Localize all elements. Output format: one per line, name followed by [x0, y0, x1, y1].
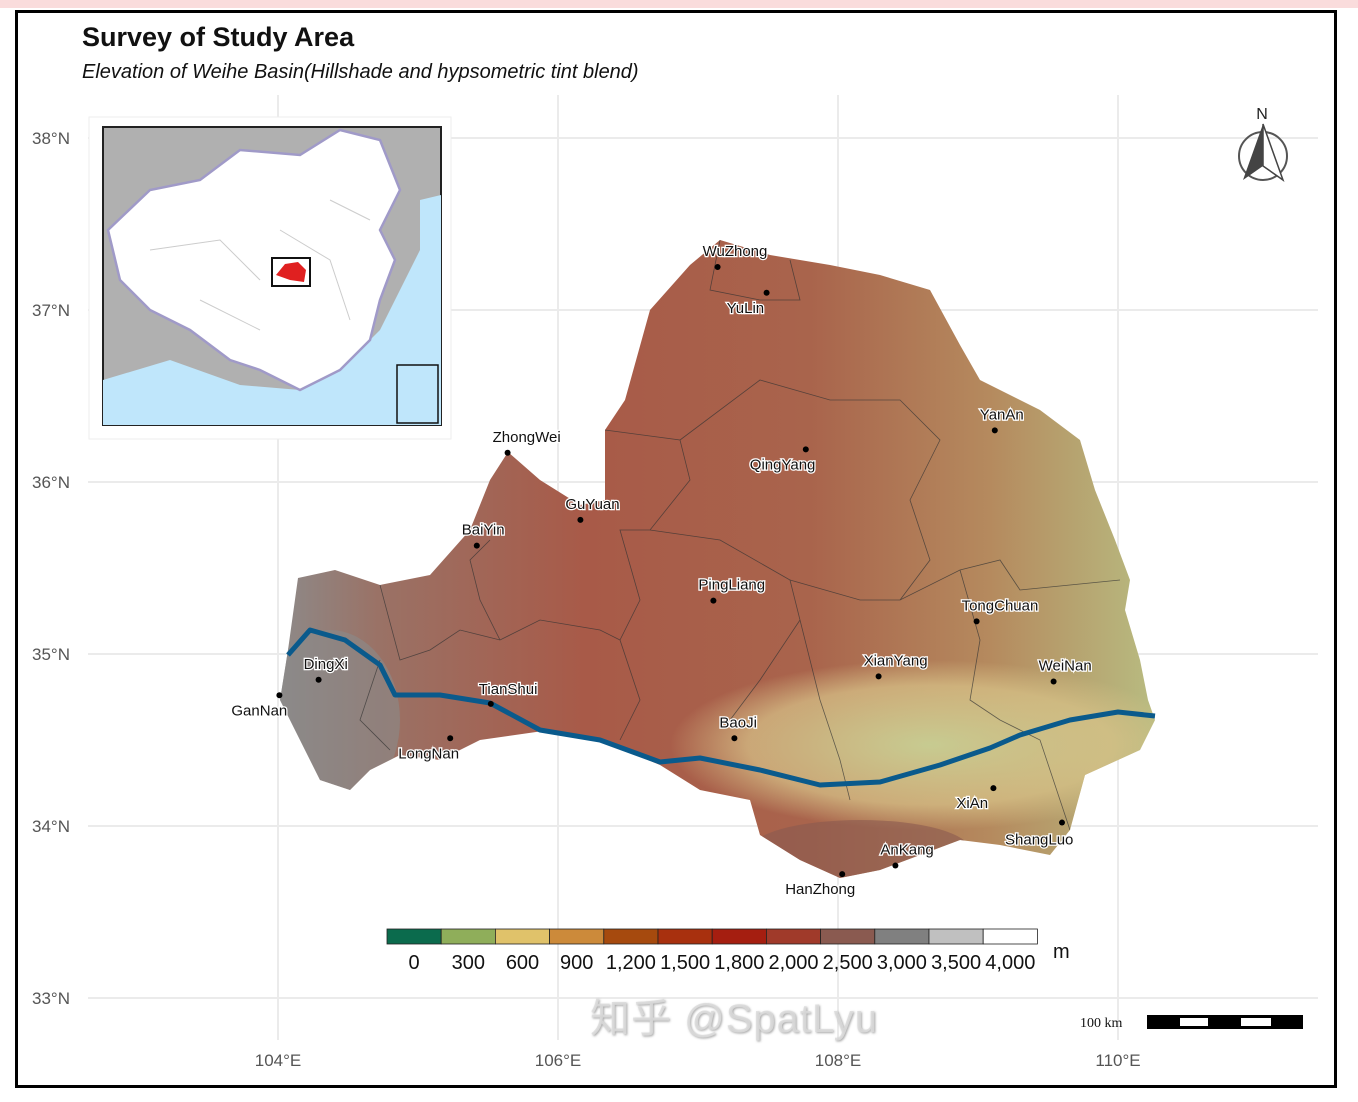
admin-boundaries — [359, 240, 1121, 831]
city-label: PingLiang — [698, 577, 765, 594]
legend-swatch — [386, 928, 442, 945]
lon-tick-label: 110°E — [1095, 1051, 1140, 1070]
city-point — [973, 618, 980, 625]
elevation-legend: 0 300 600 900 1,200 1,500 1,800 2,000 2,500 3,000… — [386, 928, 1070, 974]
city-label: YuLin — [727, 300, 765, 317]
lon-tick-label: 104°E — [255, 1051, 302, 1070]
city-point — [763, 289, 770, 296]
city-point — [473, 542, 480, 549]
map-title: Survey of Study Area — [82, 22, 355, 52]
lon-tick-label: 106°E — [535, 1051, 582, 1070]
city-label: AnKang — [880, 842, 933, 859]
legend-break-label: 2,000 — [768, 952, 818, 974]
legend-swatch — [874, 928, 930, 945]
city-label: LongNan — [398, 745, 459, 762]
city-label: TongChuan — [962, 597, 1039, 614]
city-point — [315, 676, 322, 683]
city-point — [875, 673, 882, 680]
city-label: BaoJi — [719, 714, 757, 731]
city-point — [1059, 819, 1065, 826]
legend-swatch — [657, 928, 713, 945]
legend-swatch — [820, 928, 876, 945]
legend-break-label: 1,500 — [660, 952, 710, 974]
legend-break-label: 900 — [560, 952, 593, 974]
city-point — [802, 446, 809, 453]
city-point — [504, 449, 511, 456]
city-point — [487, 700, 494, 707]
scale-bar: 100 km — [1080, 1015, 1303, 1031]
lat-tick-label: 37°N — [32, 301, 70, 320]
lat-tick-label: 36°N — [32, 473, 70, 492]
city-label: DingXi — [304, 656, 348, 673]
city-label: QingYang — [750, 456, 816, 473]
legend-break-label: 3,500 — [931, 952, 981, 974]
legend-swatch — [549, 928, 605, 945]
city-label: TianShui — [479, 681, 538, 698]
city-label: HanZhong — [785, 881, 855, 898]
lat-tick-label: 38°N — [32, 129, 70, 148]
city-label: XianYang — [864, 652, 928, 669]
city-point — [990, 785, 997, 792]
city-label: WuZhong — [703, 243, 768, 260]
legend-swatch — [494, 928, 550, 945]
city-point — [714, 264, 721, 270]
inset-study-area — [276, 262, 306, 282]
city-label: BaiYin — [462, 522, 505, 539]
legend-swatch — [766, 928, 822, 945]
city-layer: WuZhong YuLin YanAn QingYang ZhongWei GuYuan B… — [230, 242, 1093, 900]
city-label: XiAn — [956, 795, 988, 812]
city-label: ShangLuo — [1005, 832, 1073, 849]
legend-swatch — [603, 928, 659, 945]
north-arrow: N — [1238, 106, 1288, 182]
legend-break-label: 600 — [506, 952, 539, 974]
city-label: ZhongWei — [493, 429, 561, 446]
legend-break-label: 300 — [452, 952, 485, 974]
city-point — [892, 862, 899, 869]
legend-break-label: 4,000 — [985, 952, 1035, 974]
legend-unit: m — [1053, 941, 1070, 963]
city-point — [731, 735, 738, 742]
weihe-river — [286, 627, 1156, 788]
city-label: GanNan — [231, 702, 287, 719]
city-label: YanAn — [980, 406, 1024, 423]
watermark: 知乎 @SpatLyu — [590, 997, 879, 1041]
lat-tick-label: 33°N — [32, 989, 70, 1008]
axis-labels: 104°E 106°E 108°E 110°E 38°N 37°N 36°N 35°N 34°N… — [32, 129, 1141, 1070]
city-label: WeiNan — [1039, 658, 1092, 675]
legend-swatch — [711, 928, 767, 945]
legend-break-label: 0 — [409, 952, 420, 974]
legend-swatch — [982, 928, 1038, 945]
city-point — [710, 597, 717, 604]
top-strip — [0, 0, 1358, 8]
lat-tick-label: 34°N — [32, 817, 70, 836]
legend-swatch — [440, 928, 496, 945]
north-label: N — [1256, 106, 1268, 123]
scale-bar-label: 100 km — [1080, 1016, 1123, 1031]
legend-swatch — [928, 928, 984, 945]
legend-break-label: 2,500 — [823, 952, 873, 974]
city-point — [577, 516, 584, 523]
map-subtitle: Elevation of Weihe Basin(Hillshade and h… — [82, 61, 639, 83]
city-point — [447, 735, 454, 742]
lon-tick-label: 108°E — [815, 1051, 862, 1070]
legend-break-label: 1,800 — [714, 952, 764, 974]
city-label: GuYuan — [565, 496, 619, 513]
city-point — [991, 427, 998, 434]
city-point — [1050, 678, 1057, 685]
legend-break-label: 1,200 — [606, 952, 656, 974]
city-point — [839, 871, 846, 878]
inset-map — [88, 116, 452, 440]
legend-break-label: 3,000 — [877, 952, 927, 974]
lat-tick-label: 35°N — [32, 645, 70, 664]
city-point — [276, 692, 283, 699]
